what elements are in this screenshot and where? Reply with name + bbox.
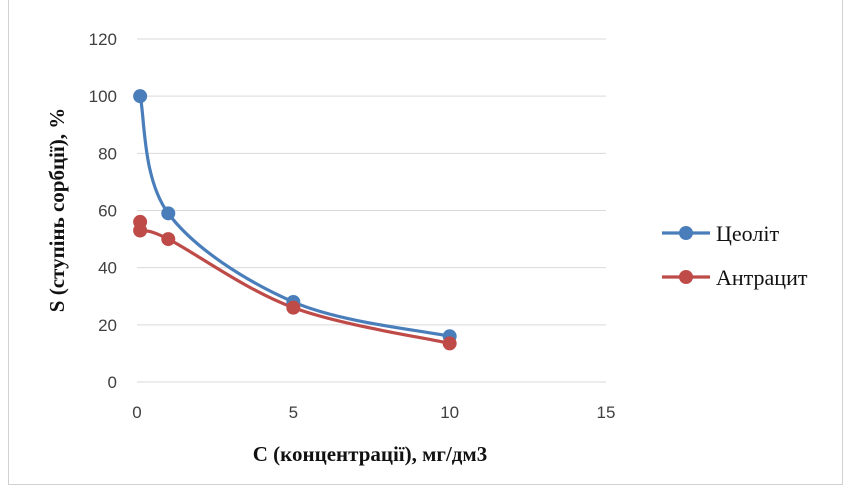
- y-tick-100: 100: [89, 87, 117, 106]
- legend-label-1: Антрацит: [716, 265, 808, 290]
- legend-marker-0: [679, 226, 693, 240]
- series-line-0: [138, 94, 452, 338]
- x-tick-5: 5: [289, 403, 298, 422]
- series-points: [133, 89, 457, 351]
- legend-label-0: Цеоліт: [716, 221, 779, 246]
- legend-marker-1: [679, 270, 693, 284]
- y-tick-120: 120: [89, 30, 117, 49]
- series-1-point-1: [133, 223, 148, 238]
- series-0-point-0: [133, 89, 148, 104]
- x-tick-10: 10: [440, 403, 459, 422]
- series-1-point-3: [286, 300, 301, 315]
- x-tick-15: 15: [597, 403, 616, 422]
- legend: Цеоліт Антрацит: [662, 221, 808, 290]
- x-tick-0: 0: [132, 403, 141, 422]
- x-axis-title: C (концентрації), мг/дм3: [253, 442, 487, 466]
- series-0-point-1: [161, 206, 176, 221]
- series-1-point-4: [442, 336, 457, 351]
- y-tick-labels: 0 20 40 60 80 100 120: [89, 30, 117, 392]
- x-tick-labels: 0 5 10 15: [132, 403, 615, 422]
- y-tick-20: 20: [98, 316, 117, 335]
- gridlines: [137, 38, 606, 383]
- y-tick-40: 40: [98, 259, 117, 278]
- y-tick-0: 0: [108, 373, 117, 392]
- series-1-point-2: [161, 232, 176, 247]
- y-tick-80: 80: [98, 144, 117, 163]
- y-axis-title: S (ступінь сорбції), %: [45, 108, 69, 312]
- y-tick-60: 60: [98, 202, 117, 221]
- chart-frame: [8, 0, 843, 485]
